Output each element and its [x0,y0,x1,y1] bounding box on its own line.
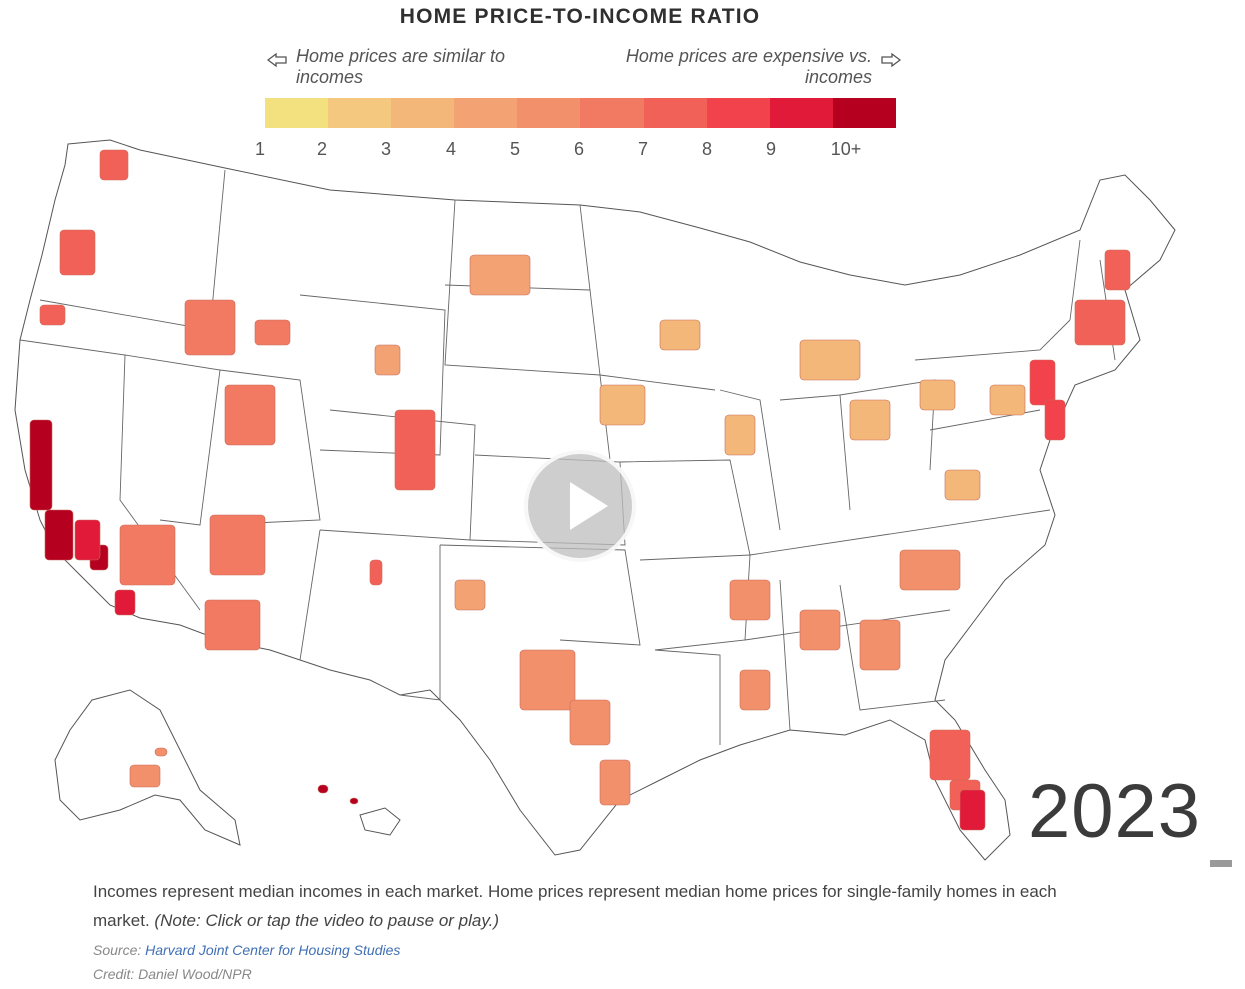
market-region[interactable] [659,319,701,351]
scale-tick-label: 4 [445,139,457,159]
state-line [1069,239,1081,321]
scale-swatch [832,98,896,128]
market-region[interactable] [739,669,771,711]
scale-swatch [454,98,518,128]
state-line [299,294,446,456]
market-region[interactable] [989,384,1026,416]
market-region[interactable] [99,149,129,181]
legend-note-low: Home prices are similar to incomes [266,46,566,88]
state-line [744,609,951,641]
market-region[interactable] [39,304,66,326]
market-region[interactable] [469,254,531,296]
market-region[interactable] [114,589,136,616]
market-region[interactable] [394,409,436,491]
arrow-left-icon [266,52,287,68]
market-region[interactable] [317,784,329,794]
scale-tick-label: 6 [573,139,585,159]
market-region[interactable] [729,579,771,621]
market-region[interactable] [599,759,631,806]
scale-swatch [265,98,329,128]
market-region[interactable] [209,514,266,576]
state-line [444,199,601,376]
state-line [839,584,946,711]
market-region[interactable] [349,797,359,805]
source-label: Source: [93,942,142,958]
scale-swatch [769,98,833,128]
market-region[interactable] [119,524,176,586]
market-region[interactable] [919,379,956,411]
market-region[interactable] [184,299,236,356]
state-line [439,544,641,646]
credit-line: Credit: Daniel Wood/NPR [93,966,252,982]
market-region[interactable] [129,764,161,788]
play-button[interactable] [524,450,636,562]
state-line [124,354,221,526]
market-region[interactable] [74,519,101,561]
scale-swatch [517,98,581,128]
state-line [599,374,716,391]
market-region[interactable] [569,699,611,746]
scale-tick-label: 3 [380,139,392,159]
market-region[interactable] [959,789,986,831]
market-region[interactable] [899,549,961,591]
market-region[interactable] [44,509,74,561]
color-scale-ticks: 1 2 3 4 5 6 7 8 9 10+ [230,139,890,161]
market-region[interactable] [799,339,861,381]
chart-title: HOME PRICE-TO-INCOME RATIO [399,5,761,28]
scale-tick-label: 1 [254,139,266,159]
market-region[interactable] [519,649,576,711]
market-region[interactable] [369,559,383,586]
state-line [619,459,751,556]
source-link[interactable]: Harvard Joint Center for Housing Studies [145,942,401,958]
legend-note-high: Home prices are expensive vs. incomes [568,46,902,88]
state-line [914,319,1071,361]
market-region[interactable] [224,384,276,446]
market-region[interactable] [454,579,486,611]
market-region[interactable] [944,469,981,501]
state-line [779,579,791,731]
scale-tick-label: 9 [765,139,777,159]
market-region[interactable] [154,747,168,757]
scale-swatch [391,98,455,128]
scale-tick-label: 2 [316,139,328,159]
caption-note: (Note: Click or tap the video to pause o… [154,911,499,930]
state-line [654,649,721,745]
market-region[interactable] [1074,299,1126,346]
scale-tick-label: 10+ [830,139,862,159]
scale-tick-label: 5 [509,139,521,159]
state-line [749,509,1051,556]
caption-main: Incomes represent median incomes in each… [93,882,1057,930]
market-region[interactable] [599,384,646,426]
market-region[interactable] [799,609,841,651]
source-line: Source: Harvard Joint Center for Housing… [93,942,400,958]
caption: Incomes represent median incomes in each… [93,877,1093,935]
market-region[interactable] [724,414,756,456]
scale-swatch [706,98,770,128]
scale-swatch [643,98,707,128]
state-line [399,545,441,701]
year-label: 2023 [1028,769,1202,854]
scale-swatch [580,98,644,128]
market-region[interactable] [1104,249,1131,291]
market-region[interactable] [849,399,891,441]
scale-tick-label: 8 [701,139,713,159]
video-progress-indicator[interactable] [1210,860,1232,867]
market-region[interactable] [929,729,971,781]
market-region[interactable] [1029,359,1056,406]
play-icon [570,482,608,530]
scale-swatch [328,98,392,128]
market-region[interactable] [374,344,401,376]
hawaii-outline [359,807,401,836]
market-region[interactable] [204,599,261,651]
market-region[interactable] [1044,399,1066,441]
arrow-right-icon [881,52,902,68]
market-region[interactable] [859,619,901,671]
state-line [299,529,321,661]
scale-tick-label: 7 [637,139,649,159]
state-line [719,389,781,531]
market-region[interactable] [59,229,96,276]
market-region[interactable] [29,419,53,511]
market-region[interactable] [254,319,291,346]
color-scale [265,98,896,128]
